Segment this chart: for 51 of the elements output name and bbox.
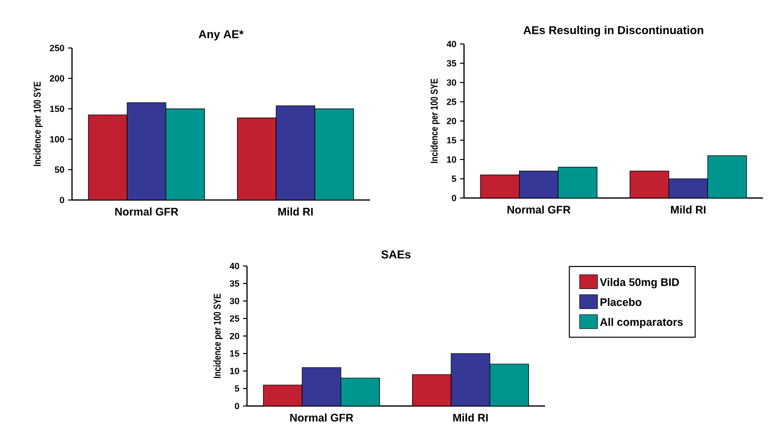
x-tick-label: Normal GFR (290, 414, 354, 422)
y-tick-label: 30 (230, 298, 240, 304)
legend-label: All comparators (600, 318, 683, 328)
y-tick-label: 5 (234, 385, 240, 392)
y-tick-label: 30 (446, 79, 456, 86)
bar (412, 374, 452, 406)
bar (668, 178, 708, 198)
bar (558, 166, 598, 198)
y-axis-title: Incidence per 100 SYE (213, 294, 223, 378)
bar (707, 155, 747, 198)
bar (480, 174, 520, 198)
x-tick-label: Mild RI (278, 208, 313, 216)
bar (263, 384, 302, 406)
y-tick-label: 100 (50, 136, 64, 142)
y-axis-title: Incidence per 100 SYE (33, 82, 43, 166)
y-tick-label: 20 (446, 118, 456, 124)
y-tick-label: 0 (452, 194, 456, 202)
legend-label: Placebo (600, 298, 642, 306)
y-tick-label: 200 (50, 75, 64, 82)
y-tick-label: 40 (230, 262, 240, 270)
y-tick-label: 250 (50, 44, 64, 52)
y-tick-label: 0 (234, 402, 240, 410)
y-tick-label: 25 (446, 98, 456, 105)
bar (519, 170, 558, 198)
y-tick-label: 20 (230, 332, 240, 340)
y-tick-label: 35 (230, 280, 240, 287)
y-tick-label: 15 (230, 350, 240, 357)
x-tick-label: Mild RI (671, 206, 706, 214)
chart-title: AEs Resulting in Discontinuation (523, 26, 704, 36)
x-tick-label: Normal GFR (508, 206, 570, 214)
y-tick-label: 25 (230, 315, 240, 322)
legend-label: Vilda 50mg BID (600, 278, 679, 288)
bar (302, 367, 342, 406)
x-tick-label: Mild RI (453, 414, 488, 422)
y-tick-label: 10 (447, 156, 456, 163)
y-tick-label: 5 (452, 176, 456, 182)
bar (490, 364, 529, 406)
bar (450, 353, 490, 406)
y-tick-label: 35 (446, 60, 456, 66)
y-tick-label: 10 (230, 368, 240, 374)
y-tick-label: 0 (60, 196, 64, 204)
chart-title: SAEs (381, 250, 411, 258)
chart-title: Any AE* (198, 30, 244, 40)
y-axis-title: Incidence per 100 SYE (430, 78, 440, 163)
bar (340, 378, 380, 406)
x-tick-label: Normal GFR (115, 208, 178, 216)
y-tick-label: 150 (50, 106, 64, 112)
y-tick-label: 15 (447, 137, 456, 144)
y-tick-label: 50 (54, 166, 64, 173)
y-tick-label: 40 (446, 40, 456, 48)
bar (630, 170, 670, 198)
